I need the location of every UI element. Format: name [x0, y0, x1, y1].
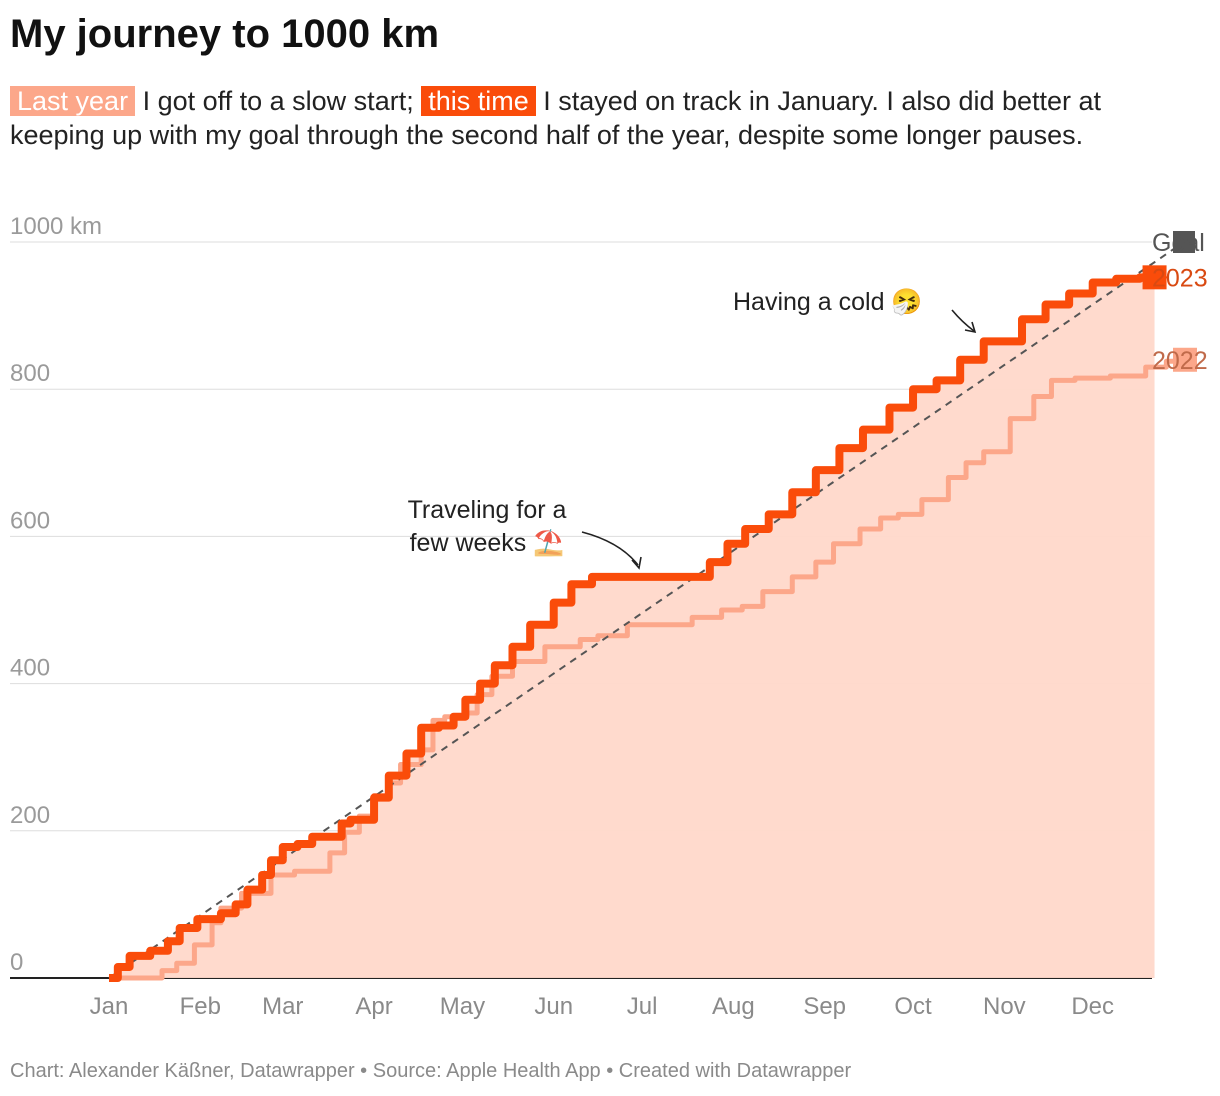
x-tick-label: Sep	[803, 993, 846, 1020]
x-tick-label: May	[440, 993, 485, 1020]
this-time-highlight: this time	[421, 86, 536, 116]
y-tick-label: 400	[10, 655, 50, 682]
annotation-cold-arrowhead	[964, 321, 977, 334]
page-title: My journey to 1000 km	[10, 12, 440, 56]
annotation-traveling-line1: Traveling for a	[408, 496, 567, 524]
y-tick-label: 1000 km	[10, 213, 102, 240]
x-tick-label: Apr	[355, 993, 392, 1020]
y-tick-label: 200	[10, 802, 50, 829]
x-tick-label: Feb	[180, 993, 221, 1020]
annotation-layer: Traveling for a few weeks ⛱️ Having a cold…	[408, 288, 977, 570]
x-tick-label: Jul	[627, 993, 658, 1020]
x-tick-label: Nov	[983, 993, 1026, 1020]
x-tick-label: Jun	[534, 993, 573, 1020]
area-layer	[109, 277, 1155, 978]
y-tick-label: 800	[10, 360, 50, 387]
annotation-traveling-arrow	[581, 531, 639, 566]
line-layer	[108, 241, 1187, 982]
goal-line	[108, 241, 1185, 979]
chart-description: Last year I got off to a slow start; thi…	[10, 84, 1200, 152]
annotation-cold-arrow	[951, 309, 975, 332]
y-tick-label: 600	[10, 507, 50, 534]
x-tick-label: Oct	[894, 993, 932, 1020]
progress-line-chart: 0 200 400 600 800 1000 km Jan Feb Mar Apr May Jun Ju…	[10, 213, 1208, 1020]
series-2022-line	[109, 358, 1187, 981]
label-layer: Goal 2023 2022	[1142, 229, 1208, 375]
x-tick-label: Mar	[262, 993, 303, 1020]
annotation-traveling-line2: few weeks ⛱️	[410, 528, 565, 557]
goal-legend-label: Goal	[1152, 229, 1205, 257]
annotation-traveling-arrowhead	[631, 556, 642, 570]
x-tick-label: Aug	[712, 993, 755, 1020]
description-text-1: I got off to a slow start;	[135, 86, 422, 116]
series-2022-legend-label: 2022	[1152, 347, 1208, 375]
description-text-2: I stayed on track in January. I also did…	[10, 86, 1102, 150]
chart-footer: Chart: Alexander Käßner, Datawrapper • S…	[10, 1060, 852, 1082]
series-2022-end-marker	[1173, 347, 1197, 372]
x-tick-label: Dec	[1071, 993, 1114, 1020]
last-year-highlight: Last year	[10, 86, 136, 116]
y-tick-label: 0	[10, 949, 23, 976]
filled-area	[109, 277, 1155, 978]
goal-end-marker	[1173, 231, 1195, 253]
series-2023-line	[109, 273, 1155, 982]
series-2023-legend-label: 2023	[1152, 264, 1208, 292]
x-tick-label: Jan	[90, 993, 129, 1020]
annotation-cold-text: Having a cold 🤧	[733, 288, 923, 317]
